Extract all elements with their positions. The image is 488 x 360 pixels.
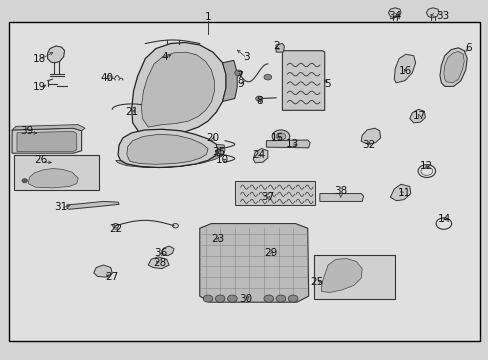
Bar	[9, 22, 479, 342]
Text: 23: 23	[211, 234, 224, 244]
Polygon shape	[200, 224, 308, 302]
Text: 24: 24	[252, 150, 265, 160]
Text: 31: 31	[54, 202, 67, 212]
Text: 8: 8	[255, 96, 262, 107]
Polygon shape	[387, 8, 400, 18]
Text: 13: 13	[285, 139, 298, 149]
Polygon shape	[141, 52, 214, 127]
Text: 4: 4	[161, 52, 167, 62]
Text: 16: 16	[399, 66, 412, 76]
Text: 33: 33	[435, 12, 448, 21]
Text: 36: 36	[154, 248, 167, 258]
Polygon shape	[321, 258, 362, 293]
Text: 10: 10	[216, 156, 229, 165]
Polygon shape	[393, 54, 415, 83]
Bar	[313, 255, 394, 298]
Text: 11: 11	[397, 188, 410, 198]
Text: 2: 2	[272, 41, 279, 51]
Text: 26: 26	[35, 156, 48, 165]
Circle shape	[276, 295, 285, 302]
Text: 29: 29	[264, 248, 277, 258]
Circle shape	[276, 133, 285, 140]
Circle shape	[264, 295, 273, 302]
Text: 9: 9	[237, 78, 244, 89]
Polygon shape	[276, 44, 284, 52]
Text: 7: 7	[236, 71, 243, 81]
Polygon shape	[118, 129, 217, 167]
Text: 25: 25	[309, 277, 323, 287]
Polygon shape	[215, 144, 224, 156]
Circle shape	[234, 70, 242, 76]
Text: 3: 3	[243, 52, 250, 62]
Text: 14: 14	[437, 214, 450, 224]
Circle shape	[272, 130, 289, 143]
Text: 22: 22	[109, 224, 122, 234]
Polygon shape	[47, 46, 64, 63]
Polygon shape	[443, 51, 463, 83]
Polygon shape	[234, 181, 314, 205]
Text: 34: 34	[388, 12, 401, 21]
Circle shape	[255, 96, 262, 101]
Polygon shape	[148, 257, 169, 269]
Circle shape	[22, 179, 27, 183]
Circle shape	[215, 295, 224, 302]
Circle shape	[264, 74, 271, 80]
Polygon shape	[126, 134, 207, 164]
Polygon shape	[319, 194, 363, 202]
Polygon shape	[266, 140, 309, 148]
Circle shape	[203, 295, 212, 302]
Bar	[14, 155, 99, 190]
Polygon shape	[12, 128, 81, 153]
Text: 28: 28	[152, 258, 166, 268]
Polygon shape	[222, 60, 237, 102]
Text: 37: 37	[261, 192, 274, 202]
Polygon shape	[131, 42, 225, 134]
Text: 15: 15	[270, 133, 284, 143]
Text: 27: 27	[105, 272, 119, 282]
Text: 18: 18	[33, 54, 46, 64]
Text: 20: 20	[206, 133, 219, 143]
Polygon shape	[426, 8, 438, 18]
Polygon shape	[361, 128, 380, 144]
Polygon shape	[67, 202, 119, 209]
Polygon shape	[116, 156, 222, 167]
Text: 17: 17	[412, 111, 426, 121]
Text: 19: 19	[33, 82, 46, 92]
Text: 30: 30	[239, 294, 251, 303]
Text: 12: 12	[419, 161, 432, 171]
Text: 38: 38	[333, 186, 346, 197]
Polygon shape	[94, 265, 112, 277]
Text: 6: 6	[464, 43, 470, 53]
Polygon shape	[282, 51, 324, 111]
Text: 40: 40	[101, 73, 114, 83]
Text: 1: 1	[204, 13, 211, 22]
Polygon shape	[389, 184, 410, 201]
Circle shape	[287, 295, 297, 302]
Text: 21: 21	[125, 107, 138, 117]
Polygon shape	[12, 125, 85, 131]
Circle shape	[227, 295, 237, 302]
Polygon shape	[162, 246, 174, 256]
Polygon shape	[439, 48, 466, 86]
Polygon shape	[17, 131, 77, 152]
Polygon shape	[28, 168, 78, 188]
Polygon shape	[409, 109, 425, 123]
Text: 39: 39	[20, 126, 33, 136]
Text: 35: 35	[212, 147, 225, 157]
Text: 5: 5	[323, 78, 330, 89]
Text: 32: 32	[361, 140, 374, 150]
Polygon shape	[253, 149, 267, 163]
